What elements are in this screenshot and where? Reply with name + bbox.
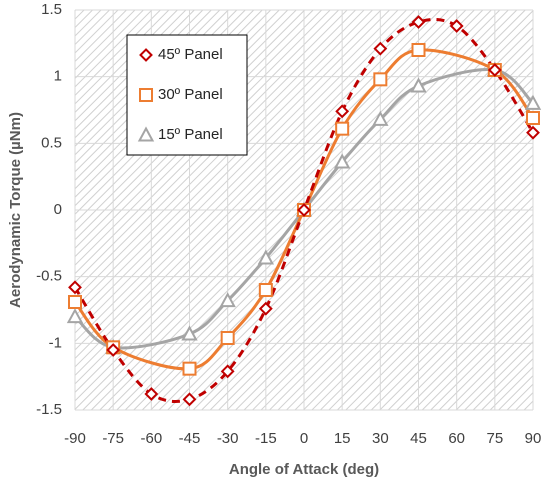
x-tick-label: 45 bbox=[410, 430, 427, 447]
x-tick-label: 90 bbox=[525, 430, 542, 447]
marker bbox=[220, 364, 235, 379]
y-tick-label: 1.5 bbox=[41, 1, 62, 18]
marker bbox=[68, 280, 82, 295]
marker bbox=[220, 331, 235, 345]
marker bbox=[524, 94, 542, 110]
x-tick-label: 15 bbox=[334, 430, 351, 447]
legend-label: 15º Panel bbox=[158, 126, 223, 143]
y-tick-label: -1.5 bbox=[36, 401, 62, 418]
x-tick-label: -30 bbox=[217, 430, 239, 447]
marker bbox=[410, 77, 427, 93]
marker bbox=[526, 111, 540, 125]
marker bbox=[335, 121, 350, 136]
legend-marker bbox=[137, 126, 155, 142]
marker bbox=[297, 203, 311, 217]
x-tick-label: 30 bbox=[372, 430, 389, 447]
y-tick-label: 1 bbox=[54, 68, 62, 85]
marker bbox=[182, 361, 197, 376]
marker bbox=[487, 63, 502, 77]
x-tick-label: -45 bbox=[179, 430, 201, 447]
marker bbox=[106, 343, 121, 357]
y-tick-label: 0 bbox=[54, 201, 62, 218]
marker bbox=[372, 110, 389, 126]
marker bbox=[526, 125, 540, 140]
x-tick-label: -90 bbox=[64, 430, 86, 447]
marker bbox=[144, 387, 159, 401]
x-axis-title: Angle of Attack (deg) bbox=[229, 461, 379, 478]
marker bbox=[449, 19, 464, 33]
marker bbox=[335, 104, 350, 119]
marker bbox=[66, 308, 84, 324]
x-tick-label: 60 bbox=[448, 430, 465, 447]
legend-marker bbox=[139, 48, 153, 62]
x-tick-label: -60 bbox=[140, 430, 162, 447]
legend-label: 45º Panel bbox=[158, 46, 223, 63]
y-tick-label: -0.5 bbox=[36, 268, 62, 285]
marker bbox=[411, 43, 426, 57]
marker bbox=[219, 292, 236, 308]
legend-marker bbox=[139, 88, 153, 102]
marker bbox=[258, 283, 273, 297]
x-tick-label: 0 bbox=[300, 430, 308, 447]
y-tick-label: -1 bbox=[49, 334, 62, 351]
marker bbox=[257, 249, 275, 265]
x-tick-label: -75 bbox=[102, 430, 124, 447]
marker bbox=[333, 153, 351, 169]
marker bbox=[181, 325, 198, 341]
x-tick-label: -15 bbox=[255, 430, 277, 447]
marker bbox=[373, 41, 388, 56]
y-tick-label: 0.5 bbox=[41, 134, 62, 151]
legend-label: 30º Panel bbox=[158, 86, 223, 103]
x-tick-label: 75 bbox=[486, 430, 503, 447]
marker bbox=[182, 392, 197, 407]
marker bbox=[68, 295, 82, 309]
marker bbox=[373, 72, 388, 87]
marker bbox=[258, 301, 273, 316]
y-axis-title: Aerodynamic Torque (µNm) bbox=[7, 112, 24, 308]
marker bbox=[411, 15, 426, 29]
